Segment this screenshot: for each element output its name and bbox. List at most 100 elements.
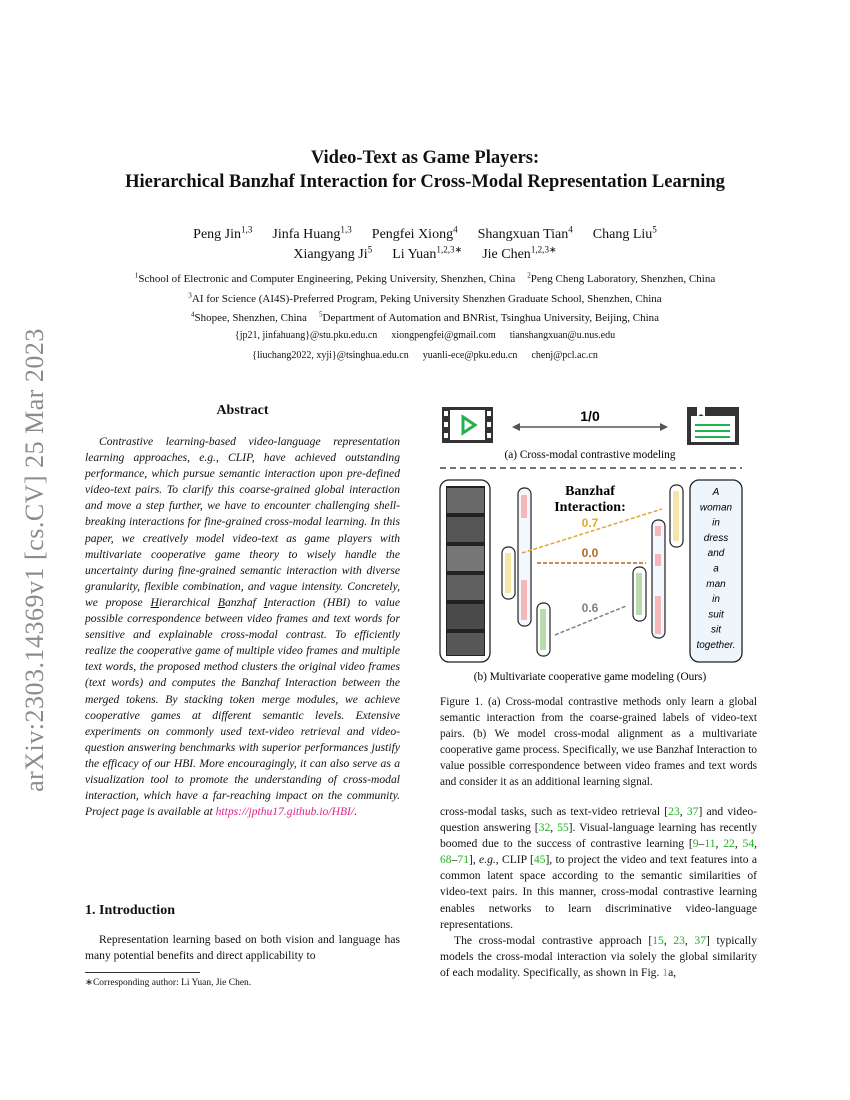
author-affiliation-marker: 1,2,3∗ <box>436 244 463 254</box>
figure-reference-link[interactable]: 1 <box>662 965 669 979</box>
value-0-0: 0.0 <box>582 546 599 560</box>
abstract-text: ierarchical <box>158 595 218 609</box>
underline-b: B <box>217 595 225 609</box>
citation-link[interactable]: 68 <box>440 853 452 867</box>
author-affiliation-marker: 4 <box>568 224 573 234</box>
author-affiliation-marker: 4 <box>453 224 458 234</box>
citation-link[interactable]: 54 <box>742 837 755 851</box>
project-page-link[interactable]: https://jpthu17.github.io/HBI/ <box>215 805 355 819</box>
citation-link[interactable]: 71 <box>457 853 469 867</box>
value-0-6: 0.6 <box>582 601 599 615</box>
citation-link[interactable]: 45 <box>533 853 546 867</box>
affiliation-marker: 1 <box>134 271 139 279</box>
video-icon <box>442 407 493 443</box>
author-affiliation-marker: 5 <box>652 224 657 234</box>
sentence-box <box>689 479 743 663</box>
authors-row-2: Xiangyang Ji5 Li Yuan1,2,3∗ Jie Chen1,2,3∗ <box>0 244 850 263</box>
author-affiliation-marker: 1,3 <box>241 224 253 234</box>
author-name: Li Yuan1,2,3∗ <box>392 244 463 262</box>
introduction-text: Representation learning based on both vi… <box>85 932 400 964</box>
interaction-arrow-06 <box>554 605 627 636</box>
email-line: {jp21, jinfahuang}@stu.pku.edu.cn xiongpe… <box>0 330 850 341</box>
affiliation: 3AI for Science (AI4S)-Preferred Program… <box>188 291 662 305</box>
email: xiongpengfei@gmail.com <box>391 330 496 341</box>
citation-link[interactable]: 55 <box>557 821 569 835</box>
figure-caption: Figure 1. (a) Cross-modal contrastive me… <box>440 696 757 788</box>
figure-graphic: 1/0 (a) Cross-modal contrastive modeling… <box>439 407 743 683</box>
citation-link[interactable]: 37 <box>694 933 706 947</box>
affiliation-marker: 2 <box>527 271 531 279</box>
citation-link[interactable]: 9 <box>692 837 699 851</box>
author-affiliation-marker: 5 <box>367 244 373 254</box>
author-name: Peng Jin1,3 <box>193 224 253 242</box>
author-name: Jinfa Huang1,3 <box>272 224 352 242</box>
footnote: ∗Corresponding author: Li Yuan, Jie Chen… <box>85 978 252 988</box>
double-arrow <box>512 423 668 431</box>
author-name: Pengfei Xiong4 <box>371 224 458 242</box>
email: chenj@pcl.ac.cn <box>531 350 598 361</box>
sentence-word: in <box>712 518 720 529</box>
label-1-0: 1/0 <box>580 408 600 424</box>
citation-link[interactable]: 37 <box>686 805 699 818</box>
abstract-text: (HBI) to value possible correspondence b… <box>85 595 401 819</box>
citation-link[interactable]: 11 <box>704 837 716 851</box>
authors-row-1: Peng Jin1,3 Jinfa Huang1,3 Pengfei Xiong4 S… <box>0 224 850 243</box>
sentence-word: man <box>706 579 726 590</box>
interaction-arrow-07 <box>521 508 663 554</box>
citation-link[interactable]: 23 <box>673 933 685 947</box>
author-name: Jie Chen1,2,3∗ <box>482 244 557 262</box>
banzhaf-label-2: Interaction: <box>554 500 626 515</box>
affiliation: 1School of Electronic and Computer Engin… <box>134 271 516 285</box>
figure-1: 1/0 (a) Cross-modal contrastive modeling… <box>430 395 760 685</box>
author-affiliation-marker: 1,2,3∗ <box>530 244 557 254</box>
affiliation-line: 4Shopee, Shenzhen, China 5Department of A… <box>0 310 850 324</box>
underline-h: H <box>150 595 159 609</box>
email: yuanli-ece@pku.edu.cn <box>422 350 518 361</box>
sentence-word: sit <box>711 625 722 636</box>
caption-b: (b) Multivariate cooperative game modeli… <box>474 671 707 683</box>
paragraph: cross-modal tasks, such as text-video re… <box>440 805 758 931</box>
email: {jp21, jinfahuang}@stu.pku.edu.cn <box>234 330 378 341</box>
footnote-rule <box>85 972 200 973</box>
text-token-bars <box>632 484 684 639</box>
affiliation-line: 1School of Electronic and Computer Engin… <box>0 271 850 285</box>
caption-a: (a) Cross-modal contrastive modeling <box>505 449 676 461</box>
sentence-word: a <box>713 564 719 575</box>
sentence-word: A <box>712 487 720 498</box>
abstract-body: Contrastive learning-based video-languag… <box>85 434 400 820</box>
paragraph: The cross-modal contrastive approach [15… <box>440 933 758 979</box>
title-line-2: Hierarchical Banzhaf Interaction for Cro… <box>125 172 725 192</box>
citation-link[interactable]: 22 <box>723 837 735 851</box>
email: tianshangxuan@u.nus.edu <box>509 330 616 341</box>
sentence-word: dress <box>704 533 728 544</box>
paper-title: Video-Text as Game Players: Hierarchical… <box>0 146 850 194</box>
abstract-text: nteraction <box>267 595 316 609</box>
affiliation-marker: 5 <box>318 310 323 318</box>
right-column-text: cross-modal tasks, such as text-video re… <box>440 804 757 981</box>
sentence-word: and <box>708 548 725 559</box>
affiliation-line: 3AI for Science (AI4S)-Preferred Program… <box>0 291 850 305</box>
sentence-word: in <box>712 594 720 605</box>
arxiv-watermark: arXiv:2303.14369v1 [cs.CV] 25 Mar 2023 <box>20 328 49 792</box>
banzhaf-label-1: Banzhaf <box>565 484 615 499</box>
video-token-bars <box>501 487 551 657</box>
abstract-text: Contrastive learning-based video-languag… <box>85 435 400 609</box>
value-0-7: 0.7 <box>582 516 599 530</box>
affiliation-marker: 4 <box>190 310 195 318</box>
text-document-icon <box>687 407 739 445</box>
abstract-text: . <box>354 805 358 819</box>
abstract-text: anzhaf <box>224 595 264 609</box>
citation-link[interactable]: 32 <box>538 821 551 835</box>
video-frames-strip <box>439 479 491 663</box>
email: {liuchang2022, xyji}@tsinghua.edu.cn <box>252 350 409 361</box>
citation-link[interactable]: 15 <box>652 933 664 947</box>
sentence-word: woman <box>700 502 733 513</box>
citation-link[interactable]: 23 <box>668 805 680 818</box>
intro-paragraph: Representation learning based on both vi… <box>85 933 400 963</box>
sentence-word: suit <box>708 609 725 620</box>
affiliation: 5Department of Automation and BNRist, Ts… <box>318 310 660 324</box>
affiliation: 2Peng Cheng Laboratory, Shenzhen, China <box>527 271 716 285</box>
author-name: Shangxuan Tian4 <box>477 224 573 242</box>
